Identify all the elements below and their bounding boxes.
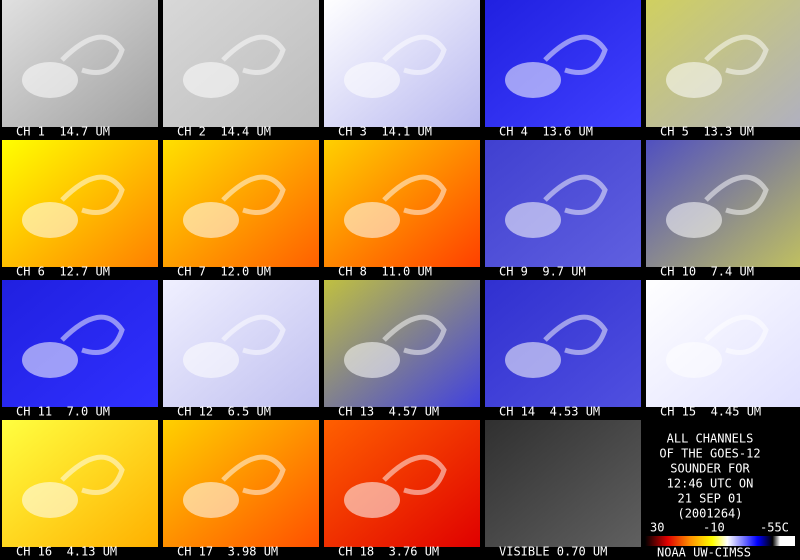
channel-image [163, 0, 319, 127]
channel-label: CH 5 13.3 UM [660, 125, 754, 139]
channel-label: CH 12 6.5 UM [177, 405, 271, 419]
channel-image [2, 140, 158, 267]
storm-cloud [344, 62, 400, 98]
channel-label: CH 6 12.7 UM [16, 265, 110, 279]
info-line: 21 SEP 01 [677, 492, 742, 506]
cloud-swirl [60, 314, 125, 355]
colorbar-label: 30 [650, 521, 664, 535]
channel-image [646, 280, 800, 407]
storm-cloud [344, 202, 400, 238]
storm-cloud [505, 62, 561, 98]
channel-image [324, 0, 480, 127]
storm-cloud [183, 342, 239, 378]
channel-image [485, 140, 641, 267]
channel-label: CH 11 7.0 UM [16, 405, 110, 419]
channel-image [163, 280, 319, 407]
info-line: (2001264) [677, 507, 742, 521]
channel-image [2, 420, 158, 547]
info-line: ALL CHANNELS [667, 432, 754, 446]
channel-image [163, 140, 319, 267]
cloud-swirl [221, 174, 286, 215]
storm-cloud [183, 202, 239, 238]
storm-cloud [505, 202, 561, 238]
storm-cloud [666, 202, 722, 238]
channel-label: CH 14 4.53 UM [499, 405, 600, 419]
channel-label: CH 13 4.57 UM [338, 405, 439, 419]
storm-cloud [22, 62, 78, 98]
channel-label: CH 10 7.4 UM [660, 265, 754, 279]
storm-cloud [344, 482, 400, 518]
cloud-swirl [221, 454, 286, 495]
channel-image [485, 0, 641, 127]
channel-label: CH 16 4.13 UM [16, 545, 117, 559]
channel-label: CH 7 12.0 UM [177, 265, 271, 279]
channel-label: CH 4 13.6 UM [499, 125, 593, 139]
info-line: SOUNDER FOR [670, 462, 750, 476]
channel-image [163, 420, 319, 547]
channel-image [485, 280, 641, 407]
cloud-swirl [704, 314, 769, 355]
cloud-swirl [704, 34, 769, 75]
storm-cloud [183, 482, 239, 518]
storm-cloud [344, 342, 400, 378]
cloud-swirl [60, 34, 125, 75]
channel-label: CH 17 3.98 UM [177, 545, 278, 559]
channel-label: CH 15 4.45 UM [660, 405, 761, 419]
storm-cloud [22, 202, 78, 238]
channel-label: CH 8 11.0 UM [338, 265, 432, 279]
info-line: OF THE GOES-12 [659, 447, 760, 461]
credit: NOAA UW-CIMSS [657, 546, 751, 560]
channel-label: VISIBLE 0.70 UM [499, 545, 607, 559]
channel-image [2, 280, 158, 407]
channel-label: CH 9 9.7 UM [499, 265, 586, 279]
colorbar-label: -55C [760, 521, 789, 535]
info-line: 12:46 UTC ON [667, 477, 754, 491]
cloud-swirl [60, 454, 125, 495]
cloud-swirl [221, 314, 286, 355]
color-bar [645, 536, 795, 546]
channel-label: CH 3 14.1 UM [338, 125, 432, 139]
cloud-swirl [543, 314, 608, 355]
channel-label: CH 18 3.76 UM [338, 545, 439, 559]
channel-image [324, 420, 480, 547]
colorbar-label: -10 [703, 521, 725, 535]
storm-cloud [666, 342, 722, 378]
storm-cloud [22, 482, 78, 518]
channel-image [646, 0, 800, 127]
cloud-swirl [382, 454, 447, 495]
cloud-swirl [221, 34, 286, 75]
channel-label: CH 1 14.7 UM [16, 125, 110, 139]
channel-image [485, 420, 641, 547]
cloud-swirl [704, 174, 769, 215]
storm-cloud [183, 62, 239, 98]
cloud-swirl [543, 174, 608, 215]
storm-cloud [22, 342, 78, 378]
channel-label: CH 2 14.4 UM [177, 125, 271, 139]
cloud-swirl [382, 314, 447, 355]
storm-cloud [505, 342, 561, 378]
cloud-swirl [543, 34, 608, 75]
cloud-swirl [60, 174, 125, 215]
cloud-swirl [382, 174, 447, 215]
channel-image [324, 280, 480, 407]
channel-image [324, 140, 480, 267]
cloud-swirl [382, 34, 447, 75]
storm-cloud [666, 62, 722, 98]
channel-image [646, 140, 800, 267]
channel-image [2, 0, 158, 127]
